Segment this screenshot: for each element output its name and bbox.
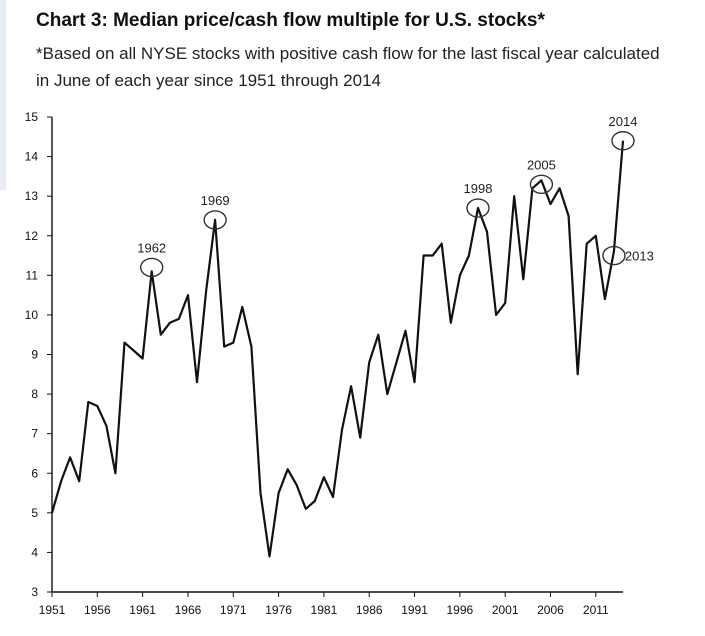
annotation-label: 1969: [201, 193, 230, 208]
annotation-label: 1962: [137, 240, 166, 255]
y-tick-label: 8: [31, 387, 38, 401]
x-tick-label: 2001: [492, 603, 519, 617]
x-tick-label: 1991: [401, 603, 428, 617]
y-tick-label: 13: [25, 189, 39, 203]
x-tick-label: 1986: [356, 603, 383, 617]
x-tick-label: 1956: [84, 603, 111, 617]
chart-subtitle: *Based on all NYSE stocks with positive …: [36, 44, 660, 90]
annotation-circle: [466, 198, 490, 218]
x-tick-label: 1966: [175, 603, 202, 617]
annotation-label: 2005: [527, 157, 556, 172]
annotation-circle: [203, 210, 227, 230]
y-tick-label: 15: [25, 110, 39, 124]
y-tick-label: 7: [31, 427, 38, 441]
y-tick-label: 10: [25, 308, 39, 322]
annotation-circle: [611, 131, 635, 151]
y-tick-label: 11: [26, 268, 39, 282]
y-tick-label: 3: [31, 585, 38, 599]
y-tick-label: 9: [31, 348, 38, 362]
y-tick-label: 14: [25, 150, 39, 164]
annotation-circle: [139, 257, 164, 278]
left-accent-strip: [0, 0, 6, 190]
x-tick-label: 1976: [265, 603, 292, 617]
chart-title: Chart 3: Median price/cash flow multiple…: [36, 10, 545, 31]
series-line: [50, 140, 625, 558]
y-tick-label: 6: [31, 466, 38, 480]
x-tick-label: 1971: [220, 603, 247, 617]
x-tick-label: 2006: [537, 603, 564, 617]
x-tick-label: 1961: [129, 603, 156, 617]
annotation-label: 2013: [625, 249, 654, 264]
annotation-label: 2014: [609, 114, 638, 129]
y-tick-label: 12: [25, 229, 39, 243]
x-tick-label: 1996: [447, 603, 474, 617]
x-tick-label: 1951: [39, 603, 66, 617]
annotation-circle: [529, 174, 554, 194]
annotation-circle: [602, 245, 626, 266]
y-tick-label: 4: [31, 545, 38, 559]
annotation-label: 1998: [464, 181, 493, 196]
y-tick-label: 5: [31, 506, 38, 520]
x-tick-label: 2011: [583, 603, 609, 617]
x-tick-label: 1981: [311, 603, 338, 617]
